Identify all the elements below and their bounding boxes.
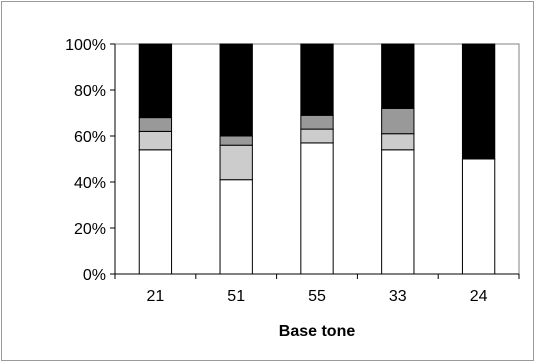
x-tick-label: 55	[308, 288, 326, 305]
y-axis: 0% 20% 40% 60% 80% 100%	[65, 37, 116, 284]
y-tick-label: 20%	[74, 221, 106, 238]
x-tick-label: 24	[470, 288, 488, 305]
bar-segment	[300, 128, 334, 144]
y-tick-label: 100%	[65, 37, 106, 54]
bar-segment	[461, 43, 496, 160]
bar-segment	[219, 144, 253, 181]
bar-segment	[138, 149, 173, 275]
bar-segment	[381, 149, 415, 275]
bar-segment	[381, 107, 415, 135]
x-axis: 21 51 55 33 24	[114, 273, 520, 305]
bar-segment	[300, 114, 334, 130]
bar-segment	[138, 130, 173, 151]
bar-segment	[300, 43, 334, 116]
bars	[138, 43, 496, 275]
bar-segment	[300, 142, 334, 275]
y-tick-label: 80%	[74, 83, 106, 100]
bar-segment	[381, 43, 415, 109]
bar-segment	[138, 117, 173, 132]
bar-segment	[219, 43, 253, 137]
x-tick-label: 33	[389, 288, 407, 305]
x-tick-label: 21	[147, 288, 165, 305]
bar-segment	[381, 133, 415, 151]
bar-segment	[461, 158, 496, 275]
x-tick-label: 51	[227, 288, 245, 305]
bar-segment	[138, 43, 173, 119]
y-tick-label: 0%	[83, 267, 106, 284]
bar-segment	[219, 135, 253, 146]
bar-segment	[219, 179, 253, 275]
y-tick-label: 40%	[74, 175, 106, 192]
y-tick-label: 60%	[74, 129, 106, 146]
x-axis-title: Base tone	[279, 323, 356, 340]
